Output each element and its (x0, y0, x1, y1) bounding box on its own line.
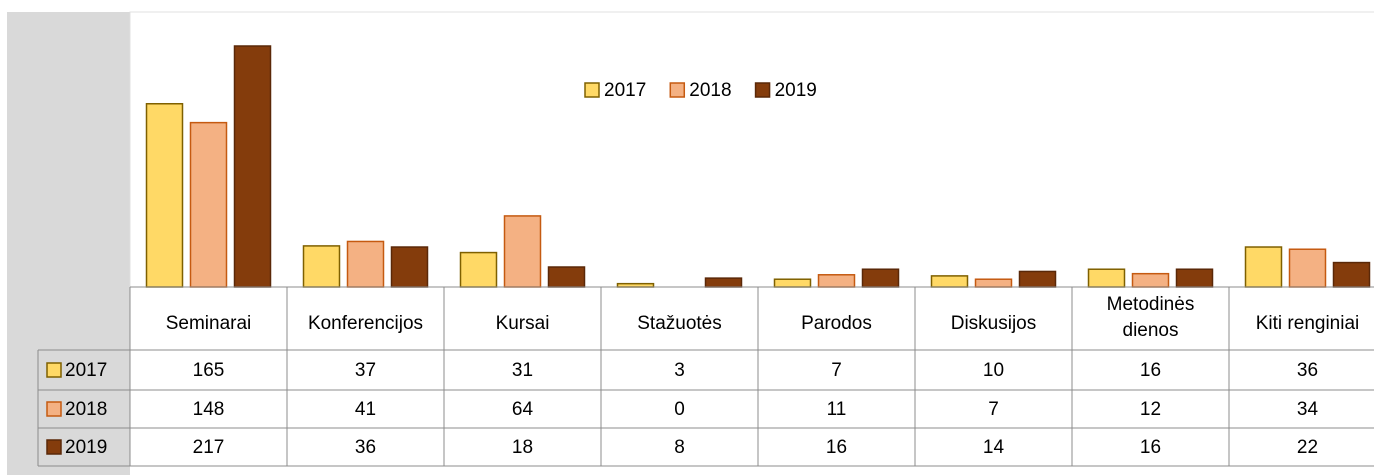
cell-value: 18 (512, 437, 533, 458)
bar (1087, 268, 1126, 288)
cell-value: 8 (674, 437, 685, 458)
legend-swatch (46, 439, 62, 455)
row-label: 2017 (65, 360, 107, 381)
legend-label: 2018 (689, 80, 731, 101)
row-label: 2018 (65, 399, 107, 420)
bar (930, 275, 969, 288)
category-label: Konferencijos (308, 313, 423, 334)
cell-value: 12 (1140, 399, 1161, 420)
cell-value: 7 (988, 399, 999, 420)
category-label: Seminarai (166, 313, 252, 334)
category-label: Stažuotės (637, 313, 722, 334)
bar (390, 246, 429, 288)
legend-label: 2019 (775, 80, 817, 101)
bar (547, 266, 586, 288)
cell-value: 16 (826, 437, 847, 458)
cell-value: 16 (1140, 437, 1161, 458)
bar (145, 103, 184, 288)
bar (1131, 272, 1170, 288)
category-label: Metodinės (1107, 294, 1195, 315)
bar (503, 215, 542, 288)
category-label: Kursai (496, 313, 550, 334)
cell-value: 217 (193, 437, 225, 458)
category-label: Parodos (801, 313, 872, 334)
bar (1018, 270, 1057, 288)
bar (974, 278, 1013, 288)
cell-value: 0 (674, 399, 685, 420)
cell-value: 11 (827, 399, 847, 420)
cell-value: 31 (512, 360, 533, 381)
bar (189, 121, 228, 288)
bar (346, 240, 385, 288)
bar (773, 278, 812, 288)
bar (1332, 261, 1371, 288)
bar (817, 274, 856, 288)
bar (861, 268, 900, 288)
cell-value: 36 (1297, 360, 1318, 381)
bar (1288, 248, 1327, 288)
category-label: Kiti renginiai (1256, 313, 1360, 334)
cell-value: 10 (983, 360, 1004, 381)
legend-swatch (669, 82, 686, 98)
cell-value: 7 (831, 360, 842, 381)
bar (233, 45, 272, 288)
legend-swatch (46, 401, 62, 417)
category-label: dienos (1123, 320, 1179, 341)
cell-value: 64 (512, 399, 534, 420)
legend-label: 2017 (604, 80, 646, 101)
plot-area (129, 11, 1374, 288)
legend-swatch (46, 362, 62, 378)
bar (302, 245, 341, 288)
cell-value: 165 (193, 360, 225, 381)
cell-value: 41 (355, 399, 376, 420)
legend-swatch (584, 82, 600, 98)
cell-value: 37 (355, 360, 376, 381)
row-label: 2019 (65, 437, 107, 458)
bar (459, 251, 498, 288)
left-panel (7, 12, 130, 475)
bar (1244, 246, 1283, 288)
cell-value: 36 (355, 437, 376, 458)
cell-value: 148 (193, 399, 225, 420)
category-label: Diskusijos (951, 313, 1037, 334)
cell-value: 16 (1140, 360, 1161, 381)
bar (704, 277, 743, 288)
cell-value: 14 (983, 437, 1005, 458)
cell-value: 34 (1297, 399, 1319, 420)
cell-value: 3 (674, 360, 685, 381)
cell-value: 22 (1297, 437, 1318, 458)
bar (1175, 268, 1214, 288)
legend-swatch (754, 82, 771, 98)
